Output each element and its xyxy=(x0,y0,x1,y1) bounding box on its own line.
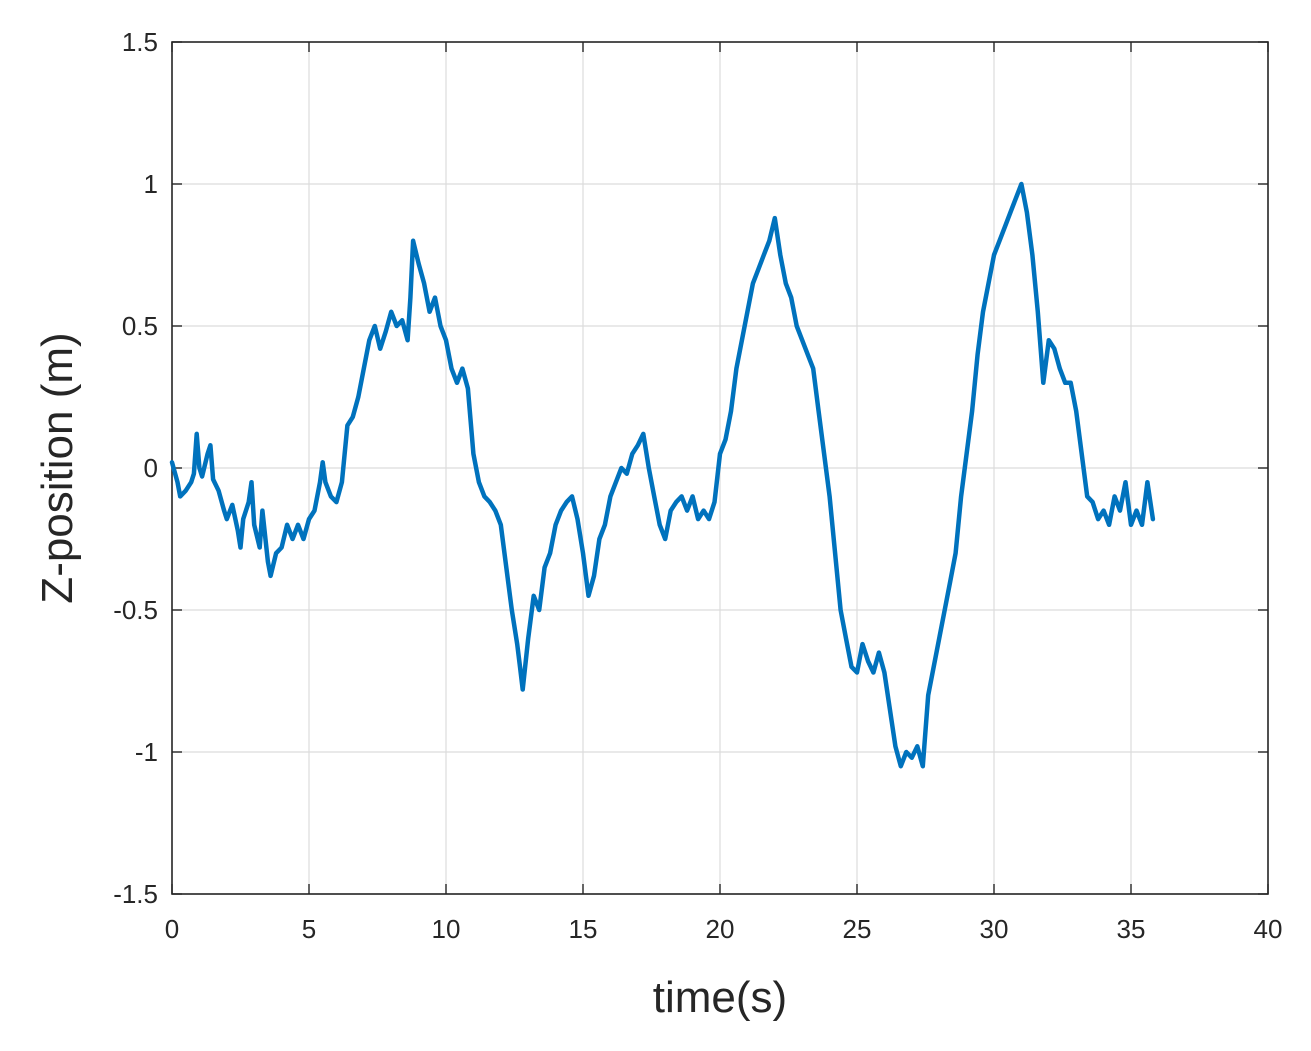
x-tick-label: 30 xyxy=(980,914,1009,944)
axis-ticks xyxy=(171,41,1269,895)
y-tick-label: -1 xyxy=(135,737,158,767)
y-tick-label: -1.5 xyxy=(113,879,158,909)
x-tick-label: 25 xyxy=(843,914,872,944)
x-axis-title: time(s) xyxy=(653,973,787,1022)
x-tick-label: 20 xyxy=(706,914,735,944)
x-tick-label: 5 xyxy=(302,914,316,944)
y-tick-label: 0.5 xyxy=(122,311,158,341)
x-tick-label: 40 xyxy=(1254,914,1283,944)
x-tick-labels: 0 5 10 15 20 25 30 35 40 xyxy=(165,914,1283,944)
x-tick-label: 0 xyxy=(165,914,179,944)
y-tick-label: -0.5 xyxy=(113,595,158,625)
y-tick-label: 0 xyxy=(144,453,158,483)
x-tick-label: 15 xyxy=(569,914,598,944)
y-tick-labels: -1.5 -1 -0.5 0 0.5 1 1.5 xyxy=(113,27,158,909)
y-tick-label: 1.5 xyxy=(122,27,158,57)
series-line-1 xyxy=(169,181,1156,769)
y-tick-label: 1 xyxy=(144,169,158,199)
y-axis-title: Z-position (m) xyxy=(33,332,82,603)
x-tick-label: 35 xyxy=(1117,914,1146,944)
x-tick-label: 10 xyxy=(432,914,461,944)
series-layer xyxy=(169,181,1156,769)
